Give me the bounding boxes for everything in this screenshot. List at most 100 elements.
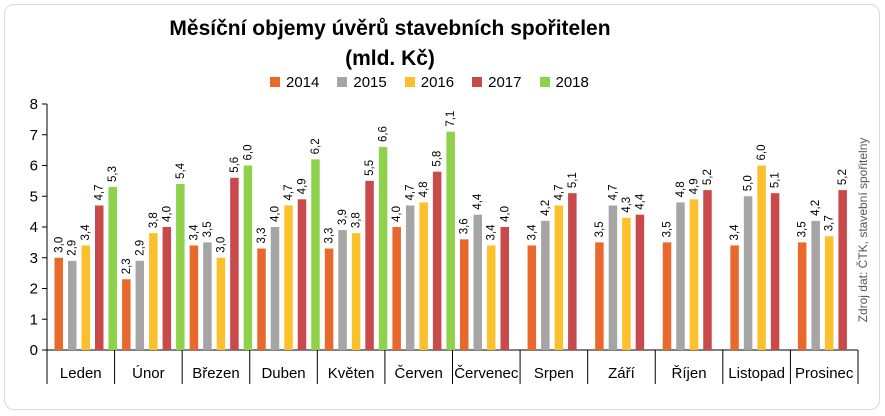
legend-label-2017: 2017	[488, 73, 522, 91]
data-label: 2,9	[134, 240, 146, 256]
x-tick-label: Květen	[328, 365, 375, 382]
legend-swatch-2018	[539, 77, 550, 87]
bar	[689, 199, 699, 350]
data-label: 4,7	[405, 184, 417, 200]
bar	[203, 242, 212, 350]
bar	[770, 193, 780, 350]
bar	[460, 239, 469, 350]
bar	[527, 245, 537, 350]
y-tick-label: 7	[30, 127, 38, 144]
bar	[257, 248, 266, 350]
data-label: 6,0	[242, 144, 254, 160]
bar	[162, 227, 172, 350]
bar	[351, 233, 361, 350]
data-label: 4,2	[810, 200, 822, 216]
bar	[757, 165, 766, 350]
bar	[338, 230, 347, 350]
y-tick-label: 1	[30, 311, 38, 328]
x-tick-label: Červenec	[454, 365, 519, 382]
bar	[243, 165, 253, 350]
x-tick-label: Duben	[261, 365, 305, 382]
chart-title: Měsíční objemy úvěrů stavebních spořitel…	[150, 14, 630, 74]
data-label: 4,7	[283, 184, 295, 200]
bar	[81, 245, 90, 350]
bar	[500, 227, 509, 350]
data-label: 3,9	[337, 209, 349, 225]
data-label: 3,7	[824, 215, 836, 231]
data-label: 6,0	[756, 145, 768, 161]
bar	[230, 177, 239, 350]
data-label: 3,4	[486, 224, 498, 241]
y-tick-label: 4	[30, 219, 38, 236]
bar	[473, 214, 482, 350]
data-label: 3,4	[188, 224, 200, 241]
x-tick-label: Březen	[192, 365, 240, 382]
data-label: 4,9	[689, 178, 701, 194]
legend-label-2016: 2016	[420, 73, 455, 91]
bar	[108, 187, 117, 350]
data-label: 3,4	[729, 224, 741, 241]
data-label: 5,6	[229, 157, 241, 173]
bar	[541, 220, 550, 350]
bar	[622, 217, 631, 350]
chart-frame	[4, 4, 880, 410]
bar	[149, 233, 158, 350]
bar	[743, 196, 753, 350]
data-label: 4,7	[94, 184, 106, 200]
x-tick-label: Září	[608, 365, 636, 382]
bar	[662, 242, 672, 350]
data-label: 3,5	[202, 221, 214, 237]
y-tick-label: 0	[30, 342, 38, 359]
legend-item-2015: 2015	[337, 73, 387, 91]
bar	[554, 205, 564, 350]
bar	[122, 279, 131, 350]
x-tick-label: Leden	[60, 365, 102, 382]
legend-label-2014: 2014	[286, 73, 320, 91]
bar	[703, 190, 712, 350]
chart-subtitle: (mld. Kč)	[345, 47, 435, 70]
data-label: 5,2	[702, 169, 714, 185]
bar	[324, 248, 334, 350]
legend-swatch-2016	[404, 77, 415, 87]
data-label: 6,6	[378, 126, 390, 142]
data-label: 4,7	[553, 184, 565, 200]
bar	[68, 260, 77, 350]
data-label: 3,8	[351, 212, 363, 228]
y-tick-label: 8	[30, 96, 38, 113]
legend-label-2018: 2018	[555, 73, 589, 91]
bar	[270, 227, 280, 350]
data-label: 5,3	[107, 166, 119, 182]
data-label: 3,5	[662, 221, 674, 237]
legend-label-2015: 2015	[353, 73, 387, 91]
bar	[608, 205, 618, 350]
data-label: 5,1	[567, 172, 579, 188]
bar	[446, 131, 455, 350]
bar	[365, 180, 374, 350]
bar	[297, 199, 307, 350]
data-label: 4,8	[675, 181, 687, 197]
data-label: 4,8	[418, 181, 430, 197]
data-label: 4,9	[297, 178, 309, 194]
data-label: 5,4	[175, 162, 187, 179]
y-tick-label: 2	[30, 281, 38, 298]
bar	[54, 257, 63, 350]
data-label: 3,8	[148, 212, 160, 228]
chart-title-line1: Měsíční objemy úvěrů stavebních spořitel…	[169, 17, 611, 40]
legend-swatch-2014	[270, 77, 280, 87]
bar	[635, 214, 645, 350]
data-label: 2,3	[121, 258, 133, 274]
legend-item-2016: 2016	[404, 73, 455, 91]
data-label: 6,2	[310, 138, 322, 154]
data-label: 3,5	[594, 221, 606, 237]
data-label: 5,5	[364, 160, 376, 176]
bar	[176, 183, 185, 350]
bar	[311, 159, 320, 350]
data-label: 4,0	[270, 206, 282, 222]
data-label: 3,3	[324, 228, 336, 244]
data-label: 7,1	[445, 111, 457, 127]
data-label: 3,0	[215, 237, 227, 253]
bar	[216, 257, 226, 350]
y-tick-label: 3	[30, 250, 38, 267]
bar	[189, 245, 199, 350]
bar	[95, 205, 104, 350]
